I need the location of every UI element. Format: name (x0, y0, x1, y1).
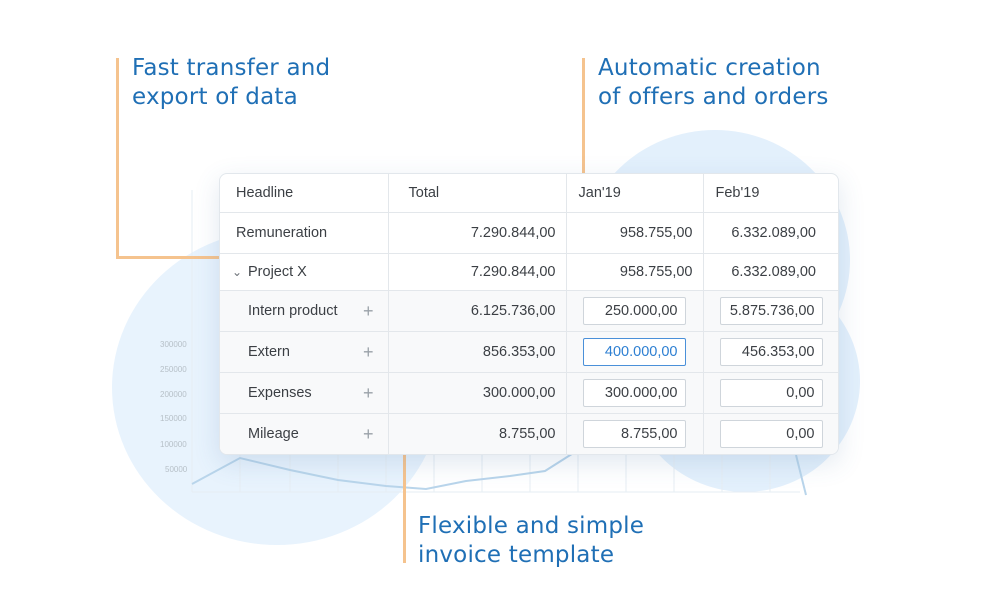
group-label-cell[interactable]: ⌄ Project X (220, 253, 389, 291)
callout-line-bottom-vertical (403, 453, 406, 563)
callout-line-left-horizontal (116, 256, 220, 259)
callout-line-right-vertical (582, 58, 585, 174)
feb-input-cell: 0,00 (703, 414, 838, 455)
callout-line-1: Automatic creation (598, 55, 821, 81)
column-header-headline[interactable]: Headline (220, 174, 389, 213)
row-label: Intern product (248, 303, 338, 319)
total-cell: 7.290.844,00 (388, 212, 567, 254)
total-cell: 6.125.736,00 (388, 290, 567, 332)
column-header-total[interactable]: Total (388, 174, 567, 213)
table-row: Remuneration 7.290.844,00 958.755,00 6.3… (220, 212, 838, 254)
feb-input-cell: 0,00 (703, 372, 838, 414)
jan-input-cell: 400.000,00 (566, 331, 704, 373)
callout-automatic-creation: Automatic creation of offers and orders (598, 54, 829, 112)
callout-line-left-vertical (116, 58, 119, 259)
table-row-group[interactable]: ⌄ Project X 7.290.844,00 958.755,00 6.332… (220, 253, 838, 291)
y-tick-label: 50000 (165, 465, 188, 474)
column-header-jan[interactable]: Jan'19 (566, 174, 704, 213)
feb-value-input[interactable]: 456.353,00 (719, 338, 823, 366)
total-cell: 7.290.844,00 (388, 253, 567, 291)
callout-line-1: Flexible and simple (418, 513, 645, 539)
table-row: Extern + 856.353,00 400.000,00 456.353,00 (220, 331, 838, 373)
callout-line-2: export of data (132, 84, 298, 110)
table-header-row: Headline Total Jan'19 Feb'19 (220, 174, 838, 213)
total-cell: 8.755,00 (388, 413, 567, 454)
column-header-feb[interactable]: Feb'19 (703, 174, 838, 213)
background-series-line (191, 451, 576, 491)
callout-line-1: Fast transfer and (132, 55, 331, 81)
feb-value-input[interactable]: 5.875.736,00 (719, 297, 823, 325)
jan-input-cell: 250.000,00 (566, 290, 704, 332)
plus-icon[interactable]: + (362, 301, 374, 321)
y-tick-label: 200000 (160, 390, 187, 399)
sub-row-label-cell: Intern product + (220, 290, 389, 332)
row-label: Extern (248, 344, 290, 360)
budget-table-card: Headline Total Jan'19 Feb'19 Remuneratio… (219, 173, 839, 455)
y-tick-label: 150000 (160, 414, 187, 423)
feb-cell: 6.332.089,00 (703, 253, 838, 291)
jan-cell: 958.755,00 (566, 212, 704, 254)
jan-input-cell: 8.755,00 (566, 413, 704, 454)
feb-cell: 6.332.089,00 (703, 212, 838, 254)
feb-value-input[interactable]: 0,00 (719, 420, 823, 448)
total-cell: 300.000,00 (388, 372, 567, 414)
row-label: Expenses (248, 385, 312, 401)
jan-value-input[interactable]: 250.000,00 (582, 297, 686, 325)
callout-line-2: of offers and orders (598, 84, 829, 110)
feb-value-input[interactable]: 0,00 (719, 379, 823, 407)
row-label: Remuneration (220, 212, 389, 254)
plus-icon[interactable]: + (362, 424, 374, 444)
chevron-down-icon[interactable]: ⌄ (232, 265, 243, 279)
total-cell: 856.353,00 (388, 331, 567, 373)
table-row: Mileage + 8.755,00 8.755,00 0,00 (220, 413, 838, 455)
sub-row-label-cell: Expenses + (220, 372, 389, 414)
y-tick-label: 250000 (160, 365, 187, 374)
background-series-line-right (795, 454, 807, 496)
y-tick-label: 100000 (160, 440, 187, 449)
jan-value-input-focused[interactable]: 400.000,00 (582, 338, 686, 366)
jan-cell: 958.755,00 (566, 253, 704, 291)
callout-fast-transfer: Fast transfer and export of data (132, 54, 330, 112)
jan-input-cell: 300.000,00 (566, 372, 704, 414)
row-label: Project X (248, 264, 307, 280)
sub-row-label-cell: Mileage + (220, 413, 389, 454)
budget-table: Headline Total Jan'19 Feb'19 Remuneratio… (220, 174, 838, 454)
plus-icon[interactable]: + (362, 342, 374, 362)
callout-line-2: invoice template (418, 542, 615, 568)
sub-row-label-cell: Extern + (220, 331, 389, 373)
row-label: Mileage (248, 426, 299, 442)
feb-input-cell: 5.875.736,00 (703, 290, 838, 332)
y-tick-label: 300000 (160, 340, 187, 349)
plus-icon[interactable]: + (362, 383, 374, 403)
table-row: Intern product + 6.125.736,00 250.000,00 … (220, 290, 838, 332)
jan-value-input[interactable]: 8.755,00 (582, 420, 686, 448)
callout-invoice-template: Flexible and simple invoice template (418, 512, 644, 570)
jan-value-input[interactable]: 300.000,00 (582, 379, 686, 407)
table-row: Expenses + 300.000,00 300.000,00 0,00 (220, 372, 838, 414)
feb-input-cell: 456.353,00 (703, 331, 838, 373)
